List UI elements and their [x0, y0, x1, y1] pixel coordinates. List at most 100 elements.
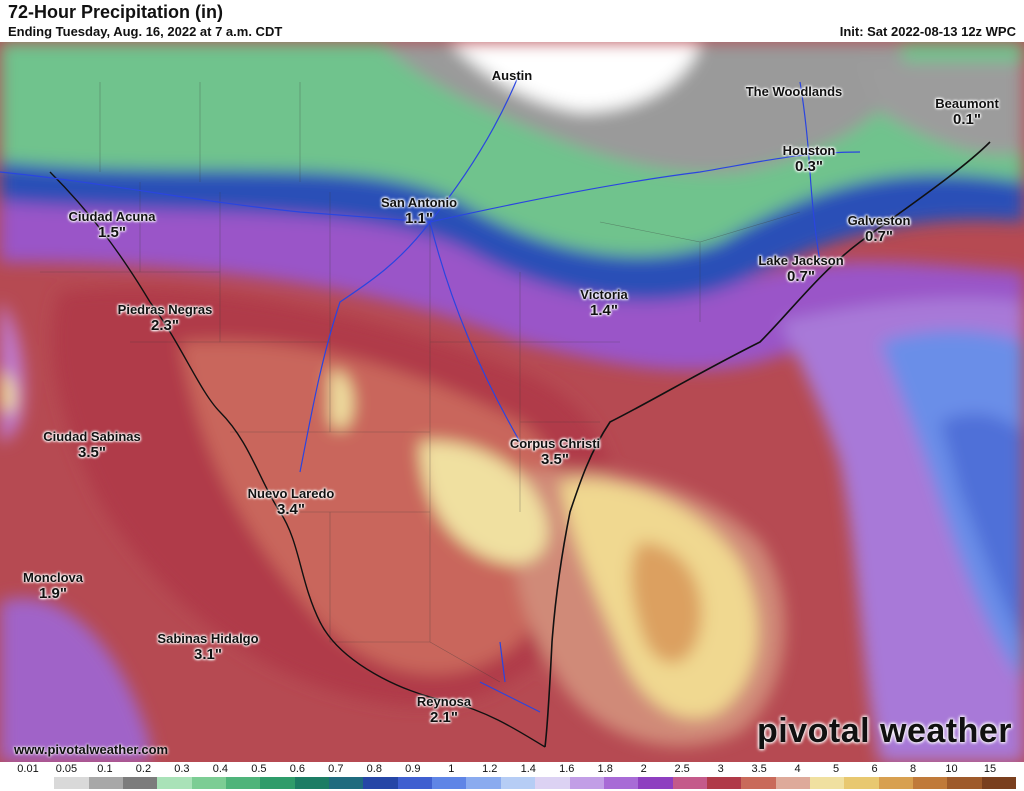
legend-tick-label: 2.5: [674, 763, 690, 775]
legend-swatch: [912, 777, 948, 789]
legend-swatch: [363, 777, 398, 789]
city-value: 3.5": [541, 451, 569, 468]
city-value: 1.9": [39, 585, 67, 602]
city-value: 0.7": [865, 228, 893, 245]
city-value: 2.3": [151, 317, 179, 334]
legend-swatch: [260, 777, 295, 789]
legend-tick-label: 10: [945, 763, 958, 775]
city-label-san-antonio: San Antonio 1.1": [381, 195, 457, 227]
legend-tick-label: 4: [794, 763, 801, 775]
legend-swatch: [466, 777, 501, 789]
legend-swatch: [123, 777, 158, 789]
legend-swatch: [672, 777, 707, 789]
city-label-ciudad-sabinas: Ciudad Sabinas 3.5": [43, 429, 141, 461]
city-value: 3.4": [277, 501, 305, 518]
color-legend: 0.01 0.05 0.1 0.2 0.3 0.4 0.5 0.6 0.7 0.8 0.9 1 1.2 1…: [0, 762, 1024, 791]
legend-swatch: [809, 777, 845, 789]
city-value: 3.1": [194, 646, 222, 663]
precipitation-field: [0, 42, 1024, 762]
legend-swatch: [191, 777, 227, 789]
legend-tick-label: 0.05: [55, 763, 78, 775]
city-name: Austin: [491, 68, 533, 83]
city-value: 1.4": [590, 302, 618, 319]
city-label-sabinas-hidalgo: Sabinas Hidalgo 3.1": [157, 631, 258, 663]
legend-tick-label: 1.8: [597, 763, 613, 775]
city-value: 0.3": [795, 158, 823, 175]
legend-tick-label: 0.5: [251, 763, 267, 775]
city-name: Reynosa: [416, 694, 472, 709]
city-value: 0.7": [787, 268, 815, 285]
legend-tick-label: 1.2: [482, 763, 498, 775]
legend-tick-label: 1.4: [520, 763, 536, 775]
legend-tick-label: 6: [871, 763, 878, 775]
legend-tick-label: 15: [983, 763, 997, 775]
legend-swatch: [54, 777, 89, 789]
legend-swatch: [88, 777, 124, 789]
legend-tick-label: 3.5: [751, 763, 767, 775]
legend-swatch: [397, 777, 433, 789]
legend-swatch: [878, 777, 913, 789]
precipitation-map: Austin The Woodlands Beaumont 0.1" Houst…: [0, 42, 1024, 762]
legend-tick-label: 0.7: [328, 763, 344, 775]
legend-tick-label: 3: [717, 763, 724, 775]
legend-tick-label: 8: [909, 763, 917, 775]
legend-swatch: [20, 777, 55, 789]
city-name: Monclova: [23, 570, 83, 585]
header: 72-Hour Precipitation (in) Ending Tuesda…: [0, 0, 1024, 42]
map-title: 72-Hour Precipitation (in): [8, 2, 224, 22]
legend-tick-label: 0.3: [174, 763, 190, 775]
city-value: 1.1": [405, 210, 433, 227]
city-label-corpus-christi: Corpus Christi 3.5": [510, 436, 600, 468]
website-url: www.pivotalweather.com: [14, 742, 169, 757]
legend-tick-label: 0.1: [97, 763, 113, 775]
legend-tick-label: 0.6: [289, 763, 306, 775]
legend-tick-label: 1.6: [559, 763, 575, 775]
legend-swatch: [741, 777, 776, 789]
city-label-reynosa: Reynosa 2.1": [417, 694, 471, 726]
legend-swatch: [294, 777, 330, 789]
legend-swatch: [535, 777, 570, 789]
city-label-houston: Houston 0.3": [783, 143, 836, 175]
legend-tick-label: 2: [640, 763, 647, 775]
city-label-galveston: Galveston 0.7": [848, 213, 911, 245]
legend-swatch: [226, 777, 261, 789]
city-name: Lake Jackson: [758, 253, 844, 268]
city-label-ciudad-acuna: Ciudad Acuna 1.5": [69, 209, 156, 241]
legend-swatch: [603, 777, 639, 789]
legend-tick-label: 0.4: [212, 763, 229, 775]
city-label-piedras-negras: Piedras Negras 2.3": [118, 302, 213, 334]
legend-tick-label: 0.8: [366, 763, 382, 775]
city-name: Victoria: [580, 287, 628, 302]
legend-tick-label: 5: [833, 763, 840, 775]
city-value: 3.5": [78, 444, 106, 461]
legend-swatch: [775, 777, 810, 789]
city-name: San Antonio: [380, 195, 458, 210]
legend-swatch: [157, 777, 192, 789]
city-label-lake-jackson: Lake Jackson 0.7": [758, 253, 843, 285]
legend-swatch: [844, 777, 879, 789]
city-name: Galveston: [847, 213, 911, 228]
city-label-nuevo-laredo: Nuevo Laredo 3.4": [248, 486, 335, 518]
legend-swatch: [706, 777, 742, 789]
legend-swatch: [569, 777, 604, 789]
city-value: 2.1": [430, 709, 458, 726]
model-init-time: Init: Sat 2022-08-13 12z WPC: [839, 24, 1016, 39]
map-valid-time: Ending Tuesday, Aug. 16, 2022 at 7 a.m. …: [8, 24, 283, 39]
legend-tick-label: 0.2: [135, 763, 152, 775]
legend-tick-label: 1: [448, 763, 455, 775]
city-name: Beaumont: [935, 96, 999, 111]
brand-logo: pivotal weather: [756, 712, 1012, 750]
city-name: Ciudad Acuna: [68, 209, 156, 224]
city-name: The Woodlands: [745, 84, 843, 99]
legend-tick-labels: 0.01 0.05 0.1 0.2 0.3 0.4 0.5 0.6 0.7 0.8 0.9 1 1.2 1…: [0, 762, 1024, 775]
legend-color-bar: [20, 777, 1016, 789]
legend-swatch: [500, 777, 536, 789]
legend-swatch: [432, 777, 467, 789]
legend-swatch: [981, 777, 1016, 789]
city-label-austin: Austin: [492, 68, 532, 83]
city-value: 0.1": [953, 111, 981, 128]
city-name: Nuevo Laredo: [247, 486, 335, 501]
legend-tick-label: 0.01: [17, 763, 39, 775]
city-label-beaumont: Beaumont 0.1": [935, 96, 999, 128]
legend-swatch: [329, 777, 364, 789]
